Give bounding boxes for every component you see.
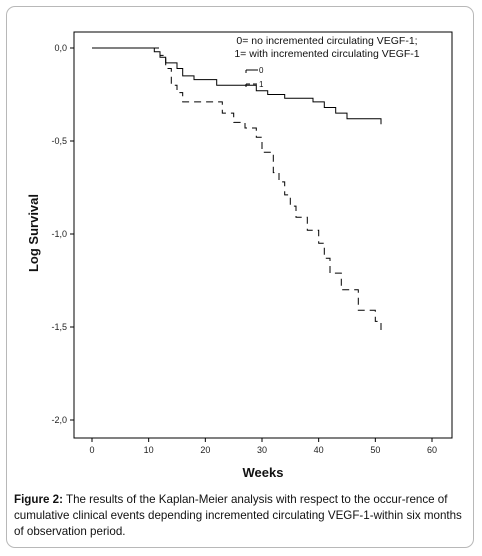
legend: 0= no incremented circulating VEGF-1;1= … [234, 35, 419, 89]
y-tick-label: -0,5 [51, 136, 67, 146]
series-line-0 [92, 47, 382, 125]
axes [73, 31, 453, 439]
x-axis-title: Weeks [243, 465, 284, 480]
ticks: 0 10 20 30 40 50 600,0-0,5-1,0-1,5-2,0 [51, 43, 437, 455]
legend-note-0: 0= no incremented circulating VEGF-1; [236, 35, 417, 47]
caption-text: The results of the Kaplan-Meier analysis… [14, 493, 462, 538]
legend-label-1: 1 [259, 80, 264, 89]
legend-note-1: 1= with incremented circulating VEGF-1 [234, 48, 419, 60]
x-tick-label: 10 [144, 445, 154, 455]
kaplan-meier-chart: 0 10 20 30 40 50 600,0-0,5-1,0-1,5-2,0 0= no i… [26, 31, 453, 480]
x-tick-label: 0 [89, 445, 94, 455]
x-tick-label: 20 [200, 445, 210, 455]
plot-border [73, 31, 453, 439]
y-tick-label: 0,0 [54, 43, 67, 53]
y-tick-label: -1,0 [51, 229, 67, 239]
caption-label: Figure 2: [14, 493, 63, 506]
x-tick-label: 40 [314, 445, 324, 455]
figure-frame [6, 6, 474, 548]
y-tick-label: -2,0 [51, 415, 67, 425]
x-tick-label: 50 [370, 445, 380, 455]
legend-label-0: 0 [259, 66, 264, 75]
y-axis-title: Log Survival [26, 194, 41, 272]
x-tick-label: 30 [257, 445, 267, 455]
y-tick-label: -1,5 [51, 322, 67, 332]
figure-caption: Figure 2: The results of the Kaplan-Meie… [14, 492, 466, 540]
series-line-1 [92, 47, 382, 333]
series [92, 47, 382, 333]
x-tick-label: 60 [427, 445, 437, 455]
